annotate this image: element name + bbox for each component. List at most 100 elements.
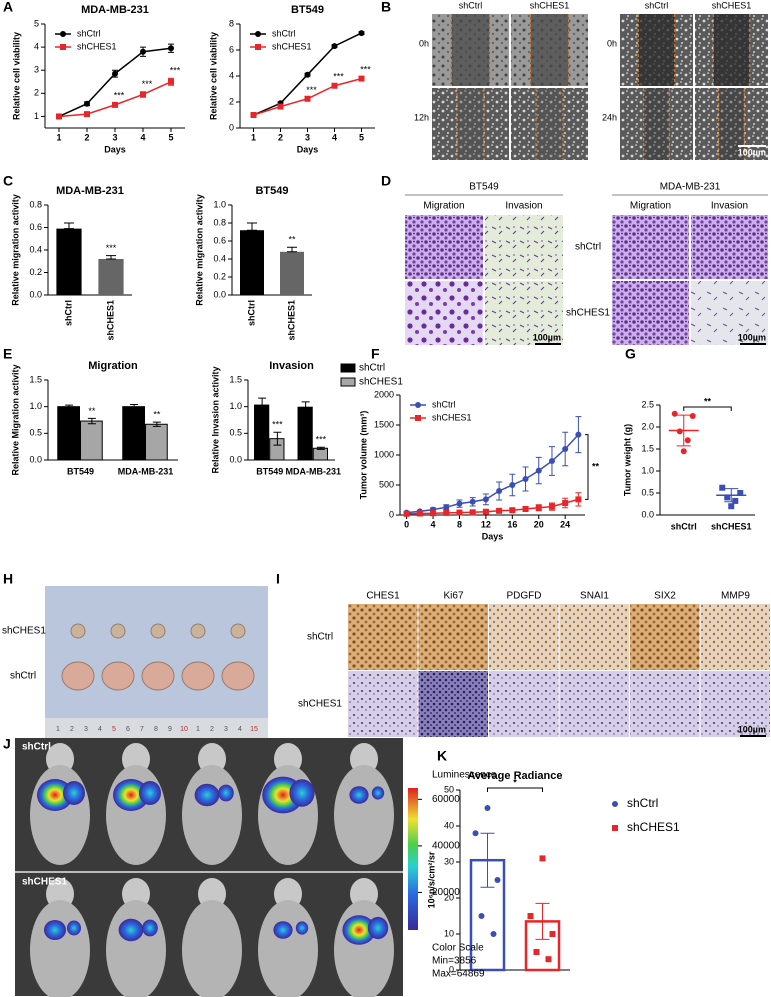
y-tick-label: 1.5 (641, 443, 654, 453)
data-point (358, 30, 365, 37)
signal (289, 779, 315, 807)
y-axis-label: Relative Migration activity (10, 364, 20, 475)
sig-label: *** (360, 64, 371, 74)
signal (44, 920, 66, 940)
y-tick-label: 0.6 (213, 235, 226, 245)
bar (122, 406, 145, 461)
y-axis-label: Relative Invasion activity (210, 366, 220, 473)
signal (118, 918, 144, 942)
data-point (575, 496, 582, 503)
signal (194, 783, 220, 807)
ruler-label: 3 (84, 726, 88, 733)
image-panel (348, 671, 418, 737)
legend-label: shCtrl (272, 28, 296, 38)
scale-label: 100µm (738, 724, 766, 734)
x-tick-label: 24 (560, 519, 570, 529)
y-tick-label: 20 (444, 892, 454, 902)
mouse-body (334, 900, 394, 997)
legend-marker (415, 415, 421, 421)
data-point (562, 446, 569, 452)
legend-marker (60, 44, 66, 50)
data-point (56, 113, 62, 120)
chart-title: BT549 (291, 4, 324, 16)
image-panel (485, 215, 563, 279)
signal (218, 784, 234, 802)
y-tick-label: 2.5 (641, 399, 654, 409)
ruler-label: 6 (126, 726, 130, 733)
sig-bracket (585, 434, 589, 500)
y-axis-label: Tumor volume (mm³) (358, 411, 368, 500)
y-tick-label: 0.4 (29, 244, 42, 254)
error-bar (130, 404, 139, 410)
data-point (478, 913, 485, 919)
x-tick-label: BT549 (67, 466, 94, 476)
x-tick-label: 2 (278, 132, 283, 142)
data-point (533, 949, 540, 955)
x-tick-label: BT549 (256, 466, 283, 476)
image-panel (418, 604, 488, 670)
data-point (430, 510, 437, 517)
data-point (676, 428, 683, 435)
y-axis-label: Relative cell viability (208, 32, 218, 120)
signal (63, 781, 85, 805)
signal (371, 786, 385, 800)
scale-label: 100µm (738, 332, 766, 342)
y-axis-label: 10⁶p/s/cm²/sr (426, 851, 436, 908)
error-bar (64, 222, 74, 230)
y-tick-label: 2.0 (641, 421, 654, 431)
column-label: MMP9 (721, 591, 750, 602)
x-tick-label: 4 (140, 132, 145, 142)
y-tick-label: 8 (229, 18, 234, 28)
legend-label: shCtrl (432, 399, 456, 409)
column-label: PDGFD (507, 591, 542, 602)
x-tick-label: shCtrl (671, 521, 697, 531)
data-point (494, 877, 501, 883)
data-point (250, 112, 257, 118)
data-point (168, 78, 174, 85)
y-tick-label: 2 (34, 88, 39, 98)
y-axis-label: Relative cell viability (11, 32, 21, 120)
panel-letter: F (371, 346, 380, 362)
legend-label: shCtrl (359, 363, 385, 374)
data-point (548, 458, 555, 464)
image-panel (511, 88, 588, 160)
data-point (496, 507, 503, 514)
tumor (101, 661, 135, 691)
data-point (277, 103, 284, 110)
chart-title: MDA-MB-231 (56, 185, 124, 197)
signal (113, 779, 149, 811)
data-point (168, 45, 174, 52)
x-tick-label: 1 (251, 132, 256, 142)
y-tick-label: 4 (229, 70, 234, 80)
data-point (304, 71, 311, 78)
data-point (545, 956, 552, 963)
row-label: shCHES1 (566, 308, 610, 319)
image-panel (405, 215, 483, 279)
x-tick-label: 5 (168, 132, 173, 142)
data-point (684, 437, 691, 444)
error-bar (724, 488, 739, 503)
y-tick-label: 2000 (374, 389, 394, 399)
signal (37, 779, 73, 811)
sig-bracket (683, 406, 732, 411)
group-label: BT549 (469, 182, 499, 193)
image-panel (489, 671, 559, 737)
signal (273, 921, 293, 939)
panel-letter: D (381, 173, 391, 189)
ruler-label: 2 (70, 726, 74, 733)
bar (297, 406, 313, 461)
data-point (732, 497, 739, 504)
data-point (140, 91, 146, 98)
ruler-label: 1 (196, 726, 200, 733)
ruler (45, 718, 268, 738)
mouse-body (30, 900, 90, 997)
column-label: shCtrl (459, 0, 483, 10)
wound-gap (718, 88, 745, 160)
y-tick-label: 0.0 (29, 454, 42, 464)
error-bar (87, 417, 96, 425)
row-label: 0h (607, 38, 617, 48)
data-point (112, 70, 118, 77)
data-point (469, 509, 476, 516)
column-label: shCHES1 (712, 0, 752, 10)
